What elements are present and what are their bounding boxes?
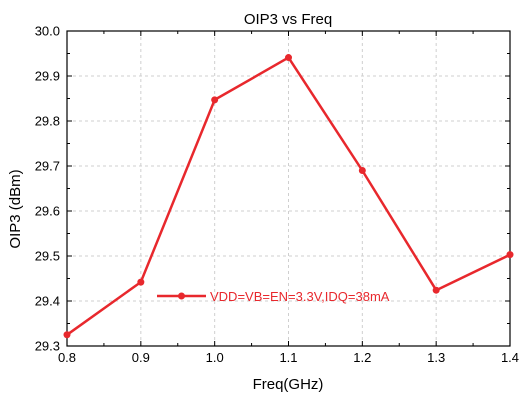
x-tick-label: 1.2 — [353, 350, 371, 365]
chart-title: OIP3 vs Freq — [244, 11, 332, 28]
data-point — [432, 286, 440, 294]
x-tick-label: 1.4 — [501, 350, 519, 365]
x-tick-label: 1.0 — [206, 350, 224, 365]
y-tick-label: 29.7 — [35, 159, 60, 174]
x-tick-label: 1.3 — [427, 350, 445, 365]
x-tick-label: 1.1 — [279, 350, 297, 365]
x-tick-label: 0.9 — [132, 350, 150, 365]
data-point — [211, 96, 219, 104]
y-tick-label: 30.0 — [35, 24, 60, 39]
data-point — [137, 278, 145, 286]
legend-label: VDD=VB=EN=3.3V,IDQ=38mA — [210, 289, 390, 304]
x-axis-title: Freq(GHz) — [253, 376, 324, 393]
data-point — [358, 167, 366, 174]
y-tick-label: 29.6 — [35, 204, 60, 219]
data-point — [63, 331, 71, 339]
y-tick-label: 29.4 — [35, 294, 60, 309]
y-tick-label: 29.5 — [35, 249, 60, 264]
y-axis-title: OIP3 (dBm) — [7, 169, 24, 248]
legend-marker — [178, 292, 185, 300]
data-point — [506, 251, 514, 259]
x-tick-label: 0.8 — [58, 350, 76, 365]
data-point — [285, 54, 292, 62]
y-tick-label: 29.9 — [35, 69, 60, 84]
y-tick-label: 29.3 — [35, 339, 60, 354]
y-tick-label: 29.8 — [35, 114, 60, 129]
